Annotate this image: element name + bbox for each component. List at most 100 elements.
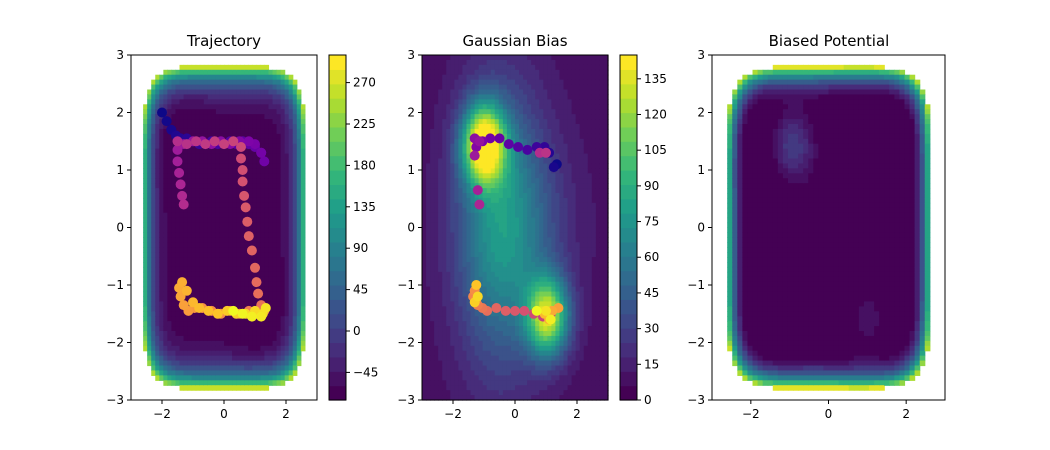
- contour-cell: [248, 326, 253, 332]
- contour-cell: [292, 183, 298, 189]
- contour-cell: [240, 173, 245, 179]
- contour-cell: [203, 173, 209, 179]
- contour-cell: [474, 335, 480, 342]
- contour-cell: [163, 138, 168, 145]
- contour-cell: [232, 385, 237, 391]
- contour-cell: [434, 237, 439, 243]
- contour-cell: [240, 281, 245, 288]
- contour-cell: [252, 360, 257, 367]
- contour-cell: [494, 380, 500, 386]
- contour-cell: [454, 326, 459, 332]
- contour-cell: [450, 158, 455, 165]
- contour-cell: [296, 227, 302, 234]
- contour-cell: [215, 271, 221, 278]
- contour-cell: [219, 360, 225, 367]
- contour-cell: [535, 360, 540, 367]
- contour-cell: [191, 158, 197, 165]
- contour-cell: [498, 74, 504, 81]
- colorbar-tick-label: 0: [353, 324, 361, 338]
- contour-cell: [175, 360, 181, 367]
- contour-cell: [228, 365, 233, 372]
- contour-cell: [215, 197, 221, 204]
- contour-cell: [195, 237, 201, 243]
- contour-cell: [515, 237, 520, 243]
- contour-cell: [474, 316, 480, 322]
- contour-cell: [466, 104, 472, 110]
- contour-cell: [215, 212, 221, 219]
- contour-cell: [215, 124, 221, 130]
- contour-cell: [506, 237, 512, 243]
- contour-cell: [547, 227, 552, 234]
- contour-cell: [426, 124, 431, 130]
- contour-cell: [248, 370, 253, 376]
- contour-cell: [159, 271, 164, 278]
- contour-cell: [151, 114, 156, 120]
- contour-cell: [454, 385, 459, 391]
- contour-cell: [482, 247, 488, 253]
- contour-cell: [203, 188, 209, 194]
- contour-cell: [547, 143, 552, 150]
- contour-cell: [543, 380, 548, 386]
- contour-cell: [236, 385, 241, 391]
- contour-cell: [519, 99, 524, 105]
- contour-cell: [276, 183, 282, 189]
- trajectory-point: [178, 199, 189, 210]
- contour-cell: [171, 188, 177, 194]
- contour-cell: [171, 321, 177, 327]
- contour-cell: [498, 202, 504, 209]
- contour-cell: [236, 281, 241, 288]
- contour-cell: [547, 158, 552, 165]
- contour-cell: [506, 365, 512, 372]
- contour-cell: [519, 257, 524, 263]
- contour-cell: [430, 286, 435, 293]
- contour-cell: [510, 380, 516, 386]
- contour-cell: [284, 355, 290, 362]
- contour-cell: [543, 217, 548, 224]
- contour-cell: [458, 222, 464, 229]
- contour-cell: [159, 197, 164, 204]
- contour-cell: [506, 55, 512, 61]
- contour-cell: [284, 173, 290, 179]
- contour-cell: [494, 212, 500, 219]
- contour-cell: [498, 345, 504, 352]
- contour-cell: [288, 193, 294, 199]
- contour-cell: [171, 227, 177, 234]
- contour-cell: [284, 94, 290, 100]
- contour-cell: [527, 252, 532, 258]
- contour-cell: [426, 143, 431, 150]
- contour-cell: [151, 350, 156, 357]
- contour-cell: [502, 133, 508, 140]
- contour-cell: [280, 306, 286, 312]
- contour-cell: [506, 153, 512, 160]
- contour-cell: [272, 158, 278, 165]
- contour-cell: [175, 84, 181, 91]
- contour-cell: [260, 266, 266, 273]
- contour-cell: [539, 94, 544, 100]
- contour-cell: [232, 168, 237, 174]
- contour-cell: [268, 69, 274, 76]
- contour-cell: [470, 109, 476, 115]
- contour-cell: [155, 148, 160, 155]
- contour-cell: [300, 227, 306, 234]
- contour-cell: [478, 84, 484, 91]
- contour-cell: [482, 296, 488, 303]
- contour-cell: [450, 202, 455, 209]
- contour-cell: [296, 316, 302, 322]
- contour-cell: [219, 64, 225, 71]
- contour-cell: [292, 178, 298, 184]
- contour-cell: [191, 350, 197, 357]
- contour-cell: [422, 55, 427, 61]
- contour-cell: [486, 158, 492, 165]
- contour-cell: [175, 104, 181, 110]
- contour-cell: [515, 340, 520, 347]
- contour-cell: [211, 281, 217, 288]
- contour-cell: [300, 222, 306, 229]
- contour-cell: [199, 188, 205, 194]
- contour-cell: [232, 104, 237, 110]
- contour-cell: [211, 385, 217, 391]
- contour-cell: [478, 99, 484, 105]
- contour-cell: [228, 262, 233, 268]
- contour-cell: [171, 168, 177, 174]
- contour-cell: [458, 163, 464, 169]
- contour-cell: [143, 296, 148, 303]
